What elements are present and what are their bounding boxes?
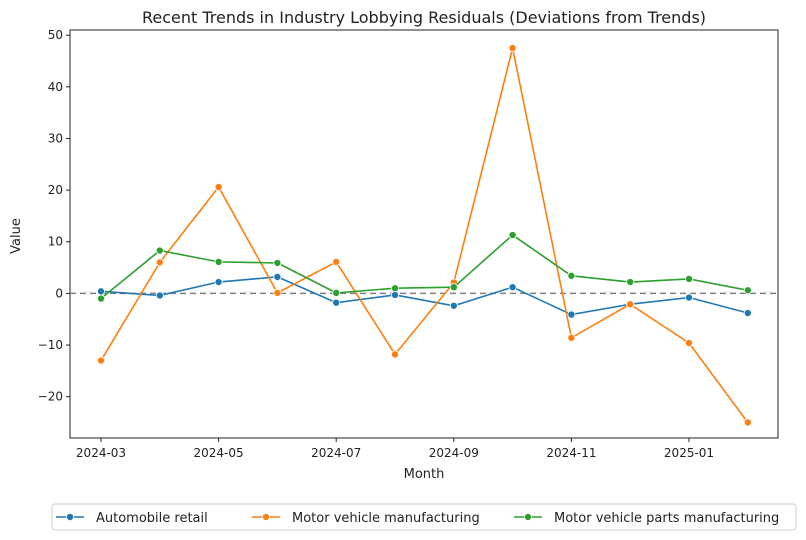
legend-marker	[261, 513, 270, 522]
y-tick-label: −10	[38, 338, 63, 352]
data-point	[155, 291, 164, 300]
x-tick-label: 2024-07	[311, 446, 361, 460]
data-point	[273, 288, 282, 297]
data-point	[390, 284, 399, 293]
data-point	[97, 294, 106, 303]
y-axis-label: Value	[9, 218, 24, 254]
data-point	[567, 310, 576, 319]
data-point	[626, 278, 635, 287]
data-point	[449, 283, 458, 292]
data-point	[743, 418, 752, 427]
data-point	[97, 356, 106, 365]
data-point	[332, 288, 341, 297]
x-tick-label: 2025-01	[664, 446, 714, 460]
legend-marker	[66, 513, 75, 522]
data-point	[743, 309, 752, 318]
data-point	[155, 246, 164, 255]
x-tick-label: 2024-09	[429, 446, 479, 460]
data-point	[390, 350, 399, 359]
data-point	[567, 333, 576, 342]
series-line	[100, 276, 749, 316]
series-line	[100, 47, 749, 423]
legend-label: Motor vehicle parts manufacturing	[554, 511, 779, 526]
data-point	[685, 274, 694, 283]
data-point	[214, 257, 223, 266]
data-point	[449, 301, 458, 310]
y-tick-label: 0	[55, 286, 63, 300]
data-point	[273, 272, 282, 281]
series-motor-vehicle-parts-manufacturing	[97, 231, 752, 303]
x-tick-label: 2024-11	[546, 446, 596, 460]
y-tick-label: 30	[48, 131, 63, 145]
data-point	[332, 257, 341, 266]
chart-title: Recent Trends in Industry Lobbying Resid…	[142, 8, 706, 27]
legend: Automobile retail Motor vehicle manufactu…	[51, 503, 797, 531]
data-point	[390, 290, 399, 299]
legend-frame	[51, 503, 797, 531]
series-layer	[97, 44, 752, 427]
legend-marker	[524, 513, 533, 522]
y-tick-label: −20	[38, 390, 63, 404]
data-point	[743, 286, 752, 295]
data-point	[97, 287, 106, 296]
data-point	[508, 283, 517, 292]
data-point	[685, 338, 694, 347]
legend-label: Motor vehicle manufacturing	[292, 511, 480, 526]
x-tick-label: 2024-05	[194, 446, 244, 460]
data-point	[508, 44, 517, 53]
series-line	[100, 234, 748, 300]
data-point	[332, 298, 341, 307]
series-motor-vehicle-manufacturing	[97, 44, 752, 427]
y-tick-label: 10	[48, 235, 63, 249]
x-axis-label: Month	[404, 467, 445, 482]
data-point	[508, 231, 517, 240]
data-point	[214, 183, 223, 192]
data-point	[685, 293, 694, 302]
legend-item: Motor vehicle parts manufacturing	[514, 511, 779, 526]
data-point	[214, 278, 223, 287]
data-point	[155, 258, 164, 267]
series-automobile-retail	[97, 272, 752, 319]
y-axis: −20 −10 0 10 20 30 40 50	[38, 28, 70, 404]
plot-area	[69, 29, 779, 439]
data-point	[626, 300, 635, 309]
x-axis: 2024-03 2024-05 2024-07 2024-09 2024-11 2025-…	[76, 438, 714, 460]
plot-frame	[69, 29, 779, 439]
data-point	[273, 258, 282, 267]
y-tick-label: 40	[48, 80, 63, 94]
legend-item: Motor vehicle manufacturing	[252, 511, 480, 526]
legend-label: Automobile retail	[96, 511, 208, 526]
x-tick-label: 2024-03	[76, 446, 126, 460]
y-tick-label: 20	[48, 183, 63, 197]
legend-item: Automobile retail	[56, 511, 208, 526]
data-point	[567, 271, 576, 280]
y-tick-label: 50	[48, 28, 63, 42]
